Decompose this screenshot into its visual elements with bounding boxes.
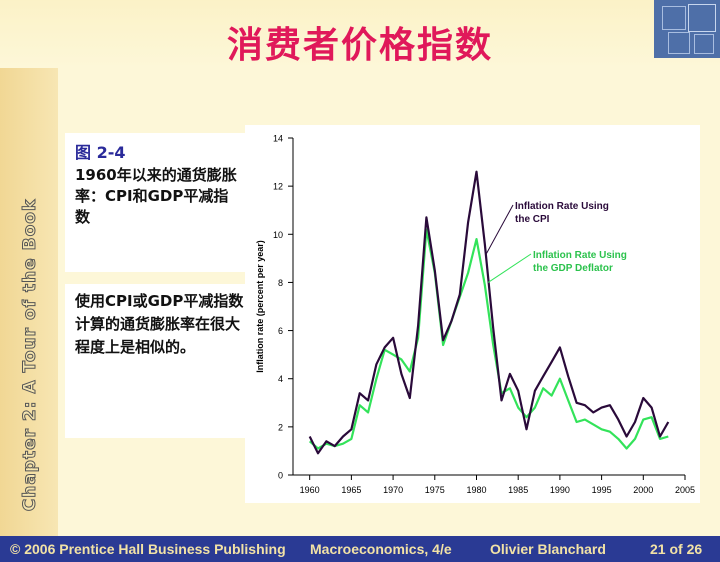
- series-label-cpi-line-1: Inflation Rate Using: [515, 201, 609, 212]
- series-label-gdp-deflator-line-2: the GDP Deflator: [533, 263, 613, 274]
- caption-panel-divider: [65, 272, 245, 284]
- caption-panel: [65, 133, 245, 438]
- footer-page: 21 of 26: [650, 541, 703, 557]
- slide-title: 消费者价格指数: [226, 25, 493, 66]
- series-label-cpi-leader: [486, 204, 514, 254]
- x-tick-label: 1970: [383, 485, 403, 495]
- y-tick-label: 10: [273, 230, 283, 240]
- series-label-cpi-line-2: the CPI: [515, 214, 550, 225]
- corner-logo: [654, 0, 720, 58]
- series-label-gdp-deflator-line-1: Inflation Rate Using: [533, 250, 627, 261]
- series-line-cpi: [308, 170, 670, 455]
- x-tick-label: 1975: [425, 485, 445, 495]
- figure-number: 图 2-4: [75, 143, 126, 162]
- footer-book: Macroeconomics, 4/e: [310, 541, 452, 557]
- x-tick-label: 1965: [341, 485, 361, 495]
- x-tick-label: 1980: [466, 485, 486, 495]
- figure-caption: 1960年以来的通货膨胀率：CPI和GDP平减指数: [75, 166, 237, 226]
- y-tick-label: 0: [278, 471, 283, 481]
- chapter-side-label: Chapter 2: A Tour of the Book: [8, 195, 52, 515]
- inflation-line-chart: 0 2 4 6 8 10 12 14 1960 1965 1970 1975 1980 1985 1990 1…: [255, 134, 695, 496]
- y-tick-label: 4: [278, 374, 283, 384]
- chapter-side-label-text: Chapter 2: A Tour of the Book: [20, 198, 41, 512]
- left-decoration-band: [0, 0, 58, 536]
- series-label-gdp-deflator-leader: [487, 253, 532, 283]
- footer-author: Olivier Blanchard: [490, 541, 606, 557]
- figure-note: 使用CPI或GDP平减指数计算的通货膨胀率在很大程度上是相似的。: [75, 292, 244, 356]
- y-tick-label: 2: [278, 422, 283, 432]
- footer-bar: © 2006 Prentice Hall Business Publishing…: [0, 536, 720, 562]
- x-tick-label: 1995: [592, 485, 612, 495]
- x-tick-label: 1960: [300, 485, 320, 495]
- top-decoration-band: [0, 0, 720, 68]
- y-tick-label: 6: [278, 326, 283, 336]
- y-tick-label: 14: [273, 134, 283, 144]
- y-tick-label: 12: [273, 182, 283, 192]
- chart-container: 0 2 4 6 8 10 12 14 1960 1965 1970 1975 1980 1985 1990 1…: [245, 125, 700, 503]
- x-tick-label: 2000: [633, 485, 653, 495]
- x-tick-label: 1990: [550, 485, 570, 495]
- y-axis-label: Inflation rate (percent per year): [255, 240, 265, 373]
- x-tick-label: 2005: [675, 485, 695, 495]
- x-tick-label: 1985: [508, 485, 528, 495]
- series-line-gdp-deflator: [308, 228, 669, 450]
- footer-copyright: © 2006 Prentice Hall Business Publishing: [10, 541, 286, 557]
- y-tick-label: 8: [278, 278, 283, 288]
